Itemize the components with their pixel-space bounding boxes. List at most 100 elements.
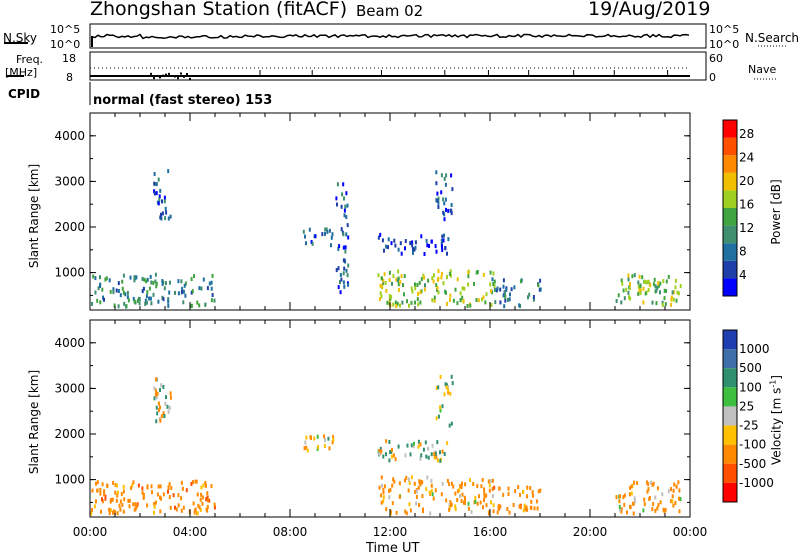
power-echo-cell [412,247,414,251]
power-echo-cell [442,210,445,215]
velocity-echo-cell [622,495,625,500]
power-echo-cell [628,295,631,300]
velocity-echo-cell [306,448,309,453]
power-echo-cell [158,194,161,199]
power-echo-cell [504,294,507,299]
velocity-echo-cell [407,488,410,493]
power-echo-cell [396,278,399,283]
velocity-echo-cell [388,488,390,493]
velocity-echo-cell [168,495,171,500]
power-echo-cell [434,244,437,249]
velocity-echo-cell [483,487,486,492]
power-echo-cell [210,280,213,285]
velocity-echo-cell [154,500,157,505]
power-echo-cell [331,232,334,237]
velocity-echo-cell [435,416,438,421]
nave-label: Nave [748,63,777,76]
power-echo-cell [462,299,465,303]
power-echo-cell [414,282,416,287]
velocity-echo-cell [153,396,156,401]
power-echo-cell [390,295,393,299]
velocity-echo-cell [114,490,117,495]
velocity-echo-cell [205,497,208,502]
power-echo-cell [489,282,492,287]
velocity-echo-cell [463,495,466,500]
power-echo-cell [503,290,506,295]
power-echo-cell [385,288,388,293]
power-echo-cell [143,277,146,282]
velocity-echo-cell [159,484,162,489]
power-echo-cell [328,228,331,233]
power-echo-cell [117,281,120,286]
velocity-echo-cell [166,404,169,409]
nsearch-tick-bottom: 10^0 [709,38,740,51]
velocity-echo-cell [439,450,441,455]
velocity-echo-cell [449,500,452,505]
power-echo-cell [204,302,207,307]
power-echo-cell [481,297,483,302]
velocity-echo-cell [421,494,424,499]
power-colorbar-tick: 12 [739,221,754,235]
power-echo-cell [627,273,630,278]
velocity-echo-cell [111,497,114,502]
velocity-echo-cell [674,500,677,505]
power-echo-cell [304,234,306,239]
power-echo-cell [664,302,667,307]
velocity-echo-cell [313,436,316,441]
velocity-echo-cell [104,496,107,501]
power-echo-cell [382,278,385,283]
velocity-echo-cell [128,504,131,509]
power-echo-cell [155,284,158,289]
velocity-echo-cell [425,454,428,459]
velocity-echo-cell [391,447,393,452]
velocity-echo-cell [530,499,533,504]
power-echo-cell [450,173,453,178]
power-echo-cell [97,286,100,291]
power-echo-cell [343,266,346,271]
power-echo-cell [651,300,654,305]
power-echo-cell [394,243,397,248]
power-echo-cell [99,300,102,305]
velocity-echo-cell [157,401,160,406]
velocity-echo-cell [127,499,130,503]
power-echo-cell [200,286,203,291]
velocity-echo-cell [210,484,213,489]
power-echo-cell [409,241,412,246]
power-echo-cell [141,276,144,281]
power-echo-cell [475,298,478,302]
velocity-echo-cell [490,500,492,505]
power-echo-cell [190,277,193,282]
power-echo-cell [430,239,433,244]
velocity-echo-cell [153,504,156,509]
power-echo-cell [672,290,675,295]
power-echo-cell [91,301,93,306]
velocity-echo-cell [169,391,172,396]
velocity-echo-cell [192,501,195,506]
power-echo-cell [184,293,187,298]
velocity-echo-cell [651,507,654,512]
velocity-echo-cell [671,494,674,499]
nsearch-label: N.Search [745,31,800,45]
velocity-echo-cell [677,480,680,485]
velocity-echo-cell [156,391,159,396]
power-echo-cell [380,294,383,299]
velocity-echo-cell [114,510,117,515]
power-echo-cell [448,271,451,276]
x-tick-label: 12:00 [373,525,408,539]
power-echo-cell [411,289,414,294]
velocity-echo-cell [427,446,430,451]
velocity-echo-cell [96,488,99,493]
velocity-echo-cell [128,498,131,503]
top-panels [4,23,786,105]
velocity-echoes [90,374,682,516]
velocity-echo-cell [508,510,511,515]
power-echo-cell [163,195,166,200]
velocity-echo-cell [430,483,433,488]
velocity-echo-cell [196,492,199,497]
power-echo-cell [637,291,640,296]
power-echo-cell [427,278,430,283]
power-echo-cell [440,190,443,195]
power-echo-cell [391,281,393,286]
velocity-echo-cell [323,444,326,448]
velocity-echo-cell [434,488,437,493]
